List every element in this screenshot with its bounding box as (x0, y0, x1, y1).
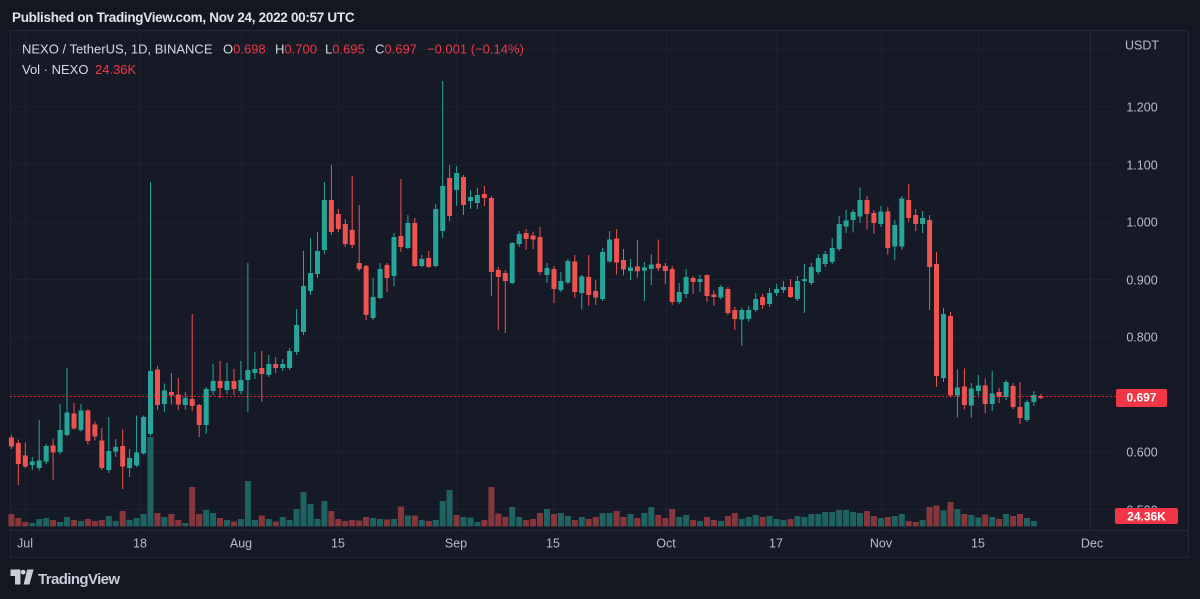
svg-text:H0.700: H0.700 (275, 42, 317, 57)
svg-text:Oct: Oct (656, 537, 676, 551)
svg-text:0.600: 0.600 (1126, 446, 1157, 460)
svg-text:L0.695: L0.695 (325, 42, 365, 57)
svg-text:Jul: Jul (17, 537, 33, 551)
svg-text:15: 15 (971, 537, 985, 551)
svg-text:15: 15 (331, 537, 345, 551)
svg-text:1.200: 1.200 (1126, 101, 1157, 115)
svg-text:USDT: USDT (1125, 39, 1159, 53)
svg-text:Sep: Sep (445, 537, 467, 551)
svg-text:Nov: Nov (870, 537, 893, 551)
svg-text:Published on TradingView.com,: Published on TradingView.com, Nov 24, 20… (12, 10, 355, 25)
svg-text:Dec: Dec (1081, 537, 1103, 551)
svg-text:0.800: 0.800 (1126, 331, 1157, 345)
svg-text:0.697: 0.697 (1126, 391, 1156, 405)
svg-text:−0.001 (−0.14%): −0.001 (−0.14%) (427, 42, 524, 57)
svg-text:24.36K: 24.36K (1127, 510, 1166, 524)
svg-text:Vol · NEXO: Vol · NEXO (22, 62, 88, 77)
svg-text:17: 17 (769, 537, 783, 551)
svg-text:24.36K: 24.36K (95, 62, 137, 77)
svg-text:1.100: 1.100 (1126, 159, 1157, 173)
svg-text:TradingView: TradingView (38, 571, 120, 588)
svg-text:Aug: Aug (230, 537, 252, 551)
svg-text:O0.698: O0.698 (223, 42, 266, 57)
svg-text:0.900: 0.900 (1126, 274, 1157, 288)
svg-text:1.000: 1.000 (1126, 216, 1157, 230)
svg-text:C0.697: C0.697 (375, 42, 417, 57)
svg-text:18: 18 (133, 537, 147, 551)
svg-text:NEXO / TetherUS, 1D, BINANCE: NEXO / TetherUS, 1D, BINANCE (22, 42, 213, 57)
svg-text:15: 15 (546, 537, 560, 551)
